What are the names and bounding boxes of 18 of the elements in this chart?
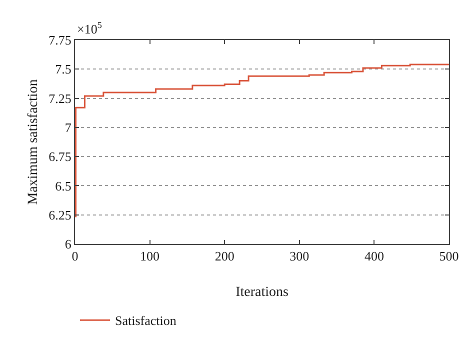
x-tick-label: 100 bbox=[140, 248, 160, 264]
x-tick-label: 200 bbox=[214, 248, 234, 264]
y-tick-label: 6.5 bbox=[55, 178, 72, 194]
x-tick-label: 300 bbox=[290, 248, 310, 264]
x-tick-label: 0 bbox=[72, 248, 78, 264]
y-tick-label: 6.25 bbox=[48, 207, 72, 222]
y-tick-label: 7.5 bbox=[55, 62, 72, 77]
legend-label: Satisfaction bbox=[115, 313, 177, 328]
y-axis-title: Maximum satisfaction bbox=[26, 79, 41, 205]
y-tick-label: 6 bbox=[64, 236, 72, 252]
x-axis-title: Iterations bbox=[236, 285, 288, 300]
y-tick-label: 7.75 bbox=[48, 32, 72, 48]
y-tick-label: 7 bbox=[64, 120, 72, 135]
x-tick-label: 500 bbox=[439, 248, 459, 264]
y-tick-label: 6.75 bbox=[48, 149, 72, 164]
y-tick-label: 7.25 bbox=[48, 90, 72, 106]
text: ×10$^{5}$ bbox=[77, 20, 102, 36]
x-tick-label: 400 bbox=[364, 248, 384, 264]
